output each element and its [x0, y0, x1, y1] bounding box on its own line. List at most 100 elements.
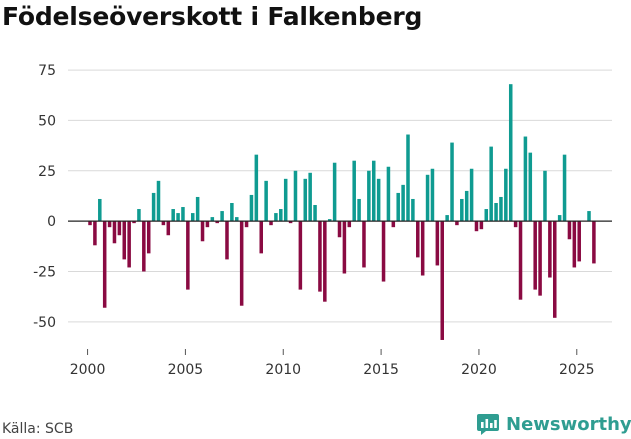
x-tick-label: 2005: [168, 362, 204, 378]
bar: [572, 221, 577, 268]
bar: [176, 213, 180, 222]
x-axis-ticks: 2000 2005 2010 2015 2020 2025: [70, 349, 595, 378]
bar: [93, 221, 97, 246]
bar: [411, 198, 415, 222]
bar: [274, 213, 278, 222]
bar: [195, 196, 200, 222]
bar: [381, 221, 386, 282]
bar: [308, 172, 312, 222]
y-tick-label: 0: [47, 214, 56, 230]
bar: [416, 221, 420, 258]
bar: [474, 221, 479, 232]
bar: [259, 221, 263, 254]
bar: [313, 205, 317, 222]
bar: [489, 146, 493, 222]
bar: [406, 134, 410, 222]
bar: [249, 194, 254, 222]
bar: [318, 221, 322, 292]
bar: [391, 221, 396, 228]
bar: [548, 221, 552, 278]
bar: [303, 178, 308, 222]
bar: [371, 160, 376, 222]
bar: [288, 221, 293, 224]
bar: [220, 211, 224, 222]
bar: [435, 221, 440, 266]
bar: [190, 213, 195, 222]
bar: [352, 160, 356, 222]
bar: [362, 221, 366, 268]
bar: [205, 221, 210, 228]
bar: [132, 221, 136, 224]
y-tick-label: 75: [38, 63, 56, 79]
y-tick-label: -25: [33, 264, 56, 280]
bar: [112, 221, 117, 244]
bar: [283, 178, 288, 222]
bar: [533, 221, 537, 290]
bar: [298, 221, 303, 290]
bar: [151, 192, 156, 222]
bar: [504, 168, 508, 222]
bar: [553, 221, 557, 318]
bar: [450, 142, 454, 222]
bar: [88, 221, 92, 226]
bar: [254, 154, 259, 222]
bar: [244, 221, 249, 228]
bar: [430, 168, 435, 222]
bar: [293, 170, 298, 222]
bar: [264, 180, 268, 222]
bar: [239, 221, 244, 306]
bar: [102, 221, 107, 308]
bar: [513, 221, 518, 228]
bar: [518, 221, 523, 300]
chart-title: Födelseöverskott i Falkenberg: [2, 2, 423, 31]
bar: [137, 209, 141, 222]
brand-logo: Newsworthy: [476, 409, 631, 439]
bar: [523, 136, 528, 222]
bar: [440, 221, 444, 340]
bar: [367, 170, 371, 222]
bar: [235, 217, 239, 222]
bar: [156, 180, 161, 222]
x-tick-label: 2010: [265, 362, 301, 378]
bar: [181, 207, 185, 222]
bar: [122, 221, 127, 260]
bar: [528, 152, 533, 222]
bar: [166, 221, 171, 236]
bar: [107, 221, 112, 228]
gridlines: [68, 69, 612, 323]
bar: [210, 217, 215, 222]
bar: [460, 198, 464, 222]
y-tick-label: -50: [33, 315, 56, 331]
bar: [332, 162, 337, 222]
x-tick-label: 2025: [559, 362, 595, 378]
bar: [215, 221, 219, 224]
y-tick-label: 25: [38, 164, 56, 180]
brand-name: Newsworthy: [506, 413, 631, 435]
bar: [592, 221, 596, 264]
bar: [479, 221, 484, 230]
bar: [225, 221, 229, 260]
bar: [98, 198, 102, 222]
bar: [396, 192, 400, 222]
bar: [557, 215, 562, 222]
bar: [269, 221, 273, 226]
y-tick-label: 50: [38, 113, 56, 129]
bar: [499, 196, 503, 222]
bar: [562, 154, 567, 222]
bar: [230, 203, 234, 222]
bar: [146, 221, 151, 254]
bar: [494, 203, 498, 222]
bar: [376, 178, 381, 222]
bar: [342, 221, 347, 274]
bar: [117, 221, 122, 236]
bar: [357, 198, 361, 222]
x-tick-label: 2000: [70, 362, 106, 378]
bar: [425, 174, 430, 222]
bar: [538, 221, 542, 296]
bar: [543, 170, 547, 222]
bar: [386, 166, 391, 222]
bar: [455, 221, 459, 226]
bar: [327, 219, 332, 222]
bar: [171, 209, 175, 222]
bar: [484, 209, 489, 222]
